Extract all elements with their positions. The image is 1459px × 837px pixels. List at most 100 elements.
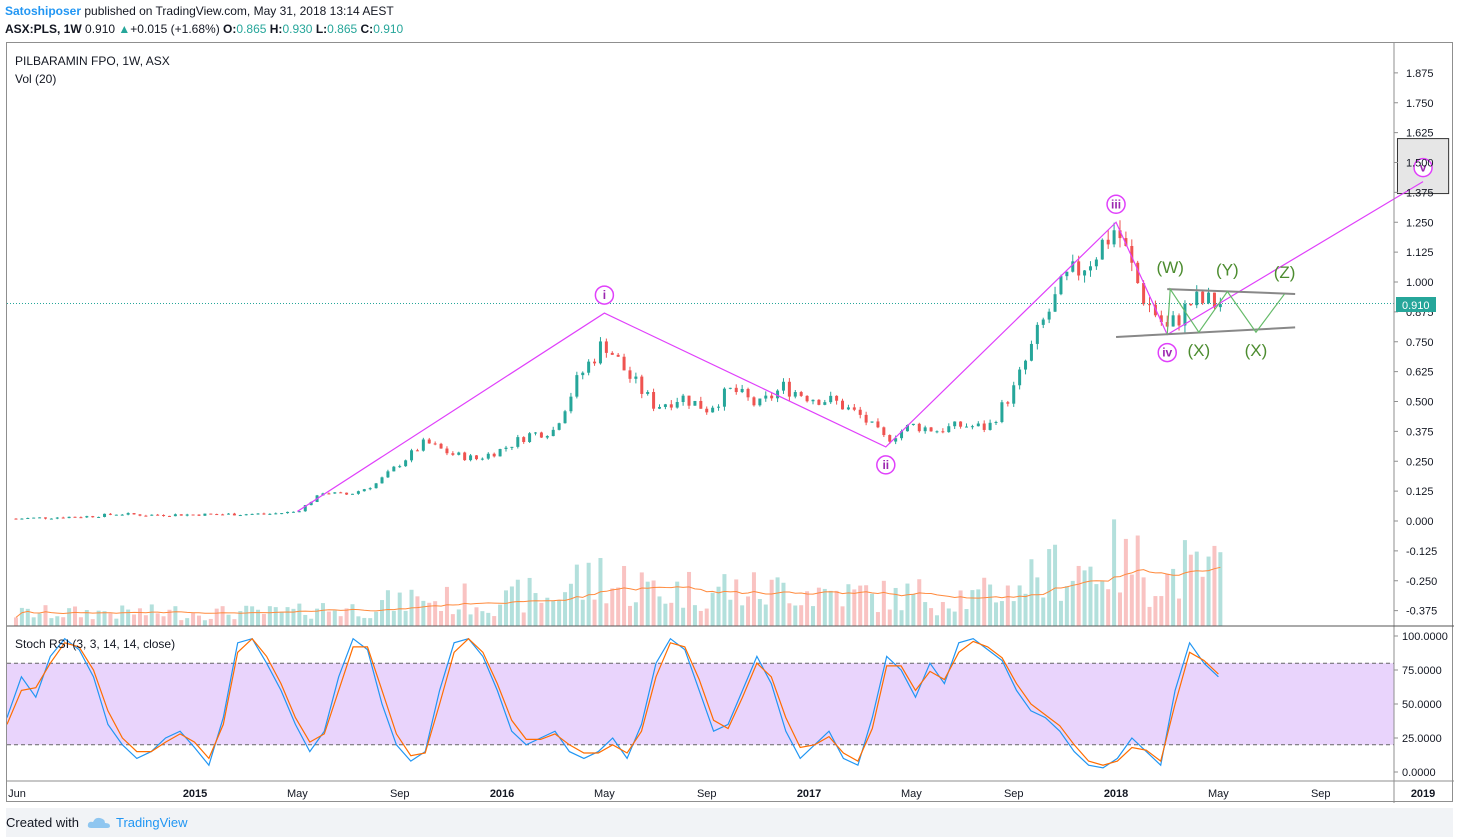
- volume-bar: [698, 610, 703, 626]
- candle-body: [988, 422, 992, 430]
- candle-body: [652, 392, 656, 409]
- candle-body: [55, 517, 59, 519]
- volume-bar: [574, 564, 579, 626]
- volume-bar: [675, 581, 680, 626]
- volume-bar: [539, 602, 544, 626]
- price-tick-label: 0.625: [1406, 367, 1434, 379]
- volume-bar: [126, 609, 131, 626]
- correction-line: [1166, 287, 1286, 335]
- volume-bar: [208, 618, 213, 626]
- volume-bar: [1088, 566, 1093, 626]
- candle-body: [722, 388, 726, 407]
- axes-layer: 1.875 1.750 1.625 1.500 1.375 1.250 1.125 1.000…: [7, 43, 1454, 803]
- volume-bar: [509, 586, 514, 626]
- candle-body: [1212, 292, 1216, 308]
- candles-layer: [7, 220, 1394, 520]
- candle-body: [551, 429, 555, 437]
- candle-body: [1035, 324, 1039, 344]
- volume-legend: Vol (20): [15, 72, 56, 86]
- tradingview-logo[interactable]: TradingView: [87, 815, 188, 830]
- volume-bar: [232, 619, 237, 626]
- volume-bar: [67, 608, 72, 626]
- volume-bar: [439, 610, 444, 626]
- volume-bar: [1029, 559, 1034, 626]
- author-name[interactable]: Satoshiposer: [5, 4, 82, 18]
- candle-body: [900, 431, 904, 439]
- volume-bar: [1076, 565, 1081, 626]
- candle-body: [711, 407, 715, 413]
- volume-bar: [1188, 554, 1193, 626]
- volume-bar: [1171, 568, 1176, 626]
- volume-bar: [604, 603, 609, 626]
- time-tick-label: 2017: [797, 788, 821, 800]
- volume-bar: [1200, 576, 1205, 626]
- candle-body: [156, 514, 160, 516]
- candle-body: [167, 515, 171, 517]
- candle-body: [380, 477, 384, 484]
- volume-bar: [250, 606, 255, 626]
- volume-bar: [669, 602, 674, 626]
- volume-bar: [1182, 540, 1187, 626]
- candle-body: [970, 426, 974, 428]
- candle-body: [445, 448, 449, 454]
- volume-bar: [1159, 596, 1164, 626]
- volume-bar: [545, 597, 550, 626]
- candle-body: [964, 426, 968, 428]
- candle-body: [474, 455, 478, 460]
- stoch-legend: Stoch RSI (3, 3, 14, 14, close): [15, 637, 175, 651]
- candle-body: [150, 514, 154, 516]
- volume-bar: [716, 586, 721, 626]
- candle-body: [941, 431, 945, 433]
- cloud-icon: [87, 817, 110, 828]
- volume-bar: [362, 617, 367, 626]
- volume-bar: [852, 589, 857, 626]
- time-tick-label: Sep: [1004, 788, 1024, 800]
- candle-body: [1053, 294, 1057, 312]
- volume-bar: [994, 602, 999, 626]
- candle-body: [864, 414, 868, 423]
- candle-body: [250, 513, 254, 515]
- tradingview-brand[interactable]: TradingView: [115, 815, 188, 830]
- volume-bar: [964, 609, 969, 626]
- volume-bar: [73, 606, 78, 626]
- candle-body: [138, 514, 142, 516]
- volume-bar: [976, 589, 981, 626]
- chart-container[interactable]: i ii iii iv v (W) (X) (Y) (X) (Z) 1.875 1.750 1.625…: [6, 42, 1454, 803]
- candle-body: [91, 516, 95, 518]
- volume-bar: [1147, 606, 1152, 626]
- volume-bar: [515, 579, 520, 626]
- close-label: C:: [360, 22, 374, 36]
- candle-body: [604, 341, 608, 353]
- candle-body: [575, 375, 579, 397]
- candle-body: [1065, 271, 1069, 277]
- candle-body: [439, 443, 443, 449]
- candle-body: [79, 517, 83, 519]
- volume-bar: [61, 617, 66, 626]
- candle-body: [421, 439, 425, 451]
- high-label: H:: [269, 22, 283, 36]
- volume-bar: [167, 609, 172, 626]
- candle-body: [1124, 238, 1128, 246]
- volume-bar: [781, 582, 786, 626]
- high-value: 0.930: [282, 22, 313, 36]
- volume-bar: [692, 605, 697, 626]
- wave-label-circle: [876, 455, 896, 475]
- volume-bar: [1218, 552, 1223, 626]
- volume-bar: [923, 602, 928, 626]
- volume-bar: [25, 608, 30, 626]
- candle-body: [126, 513, 130, 515]
- candle-body: [1059, 276, 1063, 295]
- volume-bar: [622, 565, 627, 626]
- candle-body: [646, 392, 650, 394]
- candle-body: [1100, 239, 1104, 260]
- up-triangle-icon: ▲: [118, 22, 131, 36]
- candle-body: [274, 513, 278, 515]
- volume-bar: [356, 616, 361, 626]
- volume-bar: [450, 614, 455, 626]
- candle-body: [717, 406, 721, 408]
- candle-body: [976, 423, 980, 427]
- candle-body: [20, 518, 24, 520]
- volume-bar: [1123, 538, 1128, 626]
